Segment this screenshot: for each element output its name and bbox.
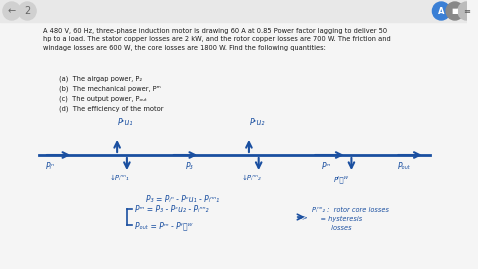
Circle shape bbox=[433, 2, 450, 20]
Text: Pᵐ: Pᵐ bbox=[322, 162, 332, 171]
Text: Pᵢⁿ: Pᵢⁿ bbox=[46, 162, 55, 171]
Text: P₃ = Pᵢⁿ - Pᶜu₁ - Pᵢⁿⁿ₁: P₃ = Pᵢⁿ - Pᶜu₁ - Pᵢⁿⁿ₁ bbox=[146, 195, 219, 204]
Text: Pᵢⁿⁿ₂ :  rotor core losses: Pᵢⁿⁿ₂ : rotor core losses bbox=[312, 207, 390, 213]
Text: Pₒᵤₜ: Pₒᵤₜ bbox=[398, 162, 412, 171]
Text: ←: ← bbox=[8, 6, 16, 16]
Text: Pᶜu₂: Pᶜu₂ bbox=[250, 118, 265, 127]
Text: ↓Pᵢⁿⁿ₁: ↓Pᵢⁿⁿ₁ bbox=[109, 175, 129, 181]
Text: A: A bbox=[438, 7, 445, 16]
Text: (b)  The mechanical power, Pᵐ: (b) The mechanical power, Pᵐ bbox=[59, 85, 160, 91]
Text: P₃: P₃ bbox=[185, 162, 193, 171]
Text: Pᶜu₁: Pᶜu₁ bbox=[118, 118, 133, 127]
Circle shape bbox=[458, 2, 476, 20]
Circle shape bbox=[446, 2, 464, 20]
Text: =>: => bbox=[296, 214, 307, 220]
Text: ≡: ≡ bbox=[463, 7, 470, 16]
Text: 2: 2 bbox=[24, 6, 31, 16]
Text: (c)  The output power, Pₒᵤₜ: (c) The output power, Pₒᵤₜ bbox=[59, 95, 146, 101]
Text: ↓Pᵢⁿⁿ₂: ↓Pᵢⁿⁿ₂ bbox=[241, 175, 261, 181]
Text: Pₒᵤₜ = Pᵐ - Pᶠᵯᵂ: Pₒᵤₜ = Pᵐ - Pᶠᵯᵂ bbox=[135, 221, 192, 230]
Text: losses: losses bbox=[312, 225, 352, 231]
Circle shape bbox=[19, 2, 36, 20]
Text: (a)  The airgap power, P₂: (a) The airgap power, P₂ bbox=[59, 75, 141, 82]
Text: Pᵐ = P₃ - Pᶜu₂ - Pᵢⁿⁿ₂: Pᵐ = P₃ - Pᶜu₂ - Pᵢⁿⁿ₂ bbox=[135, 205, 208, 214]
Text: Pᶠᵯᵂ: Pᶠᵯᵂ bbox=[334, 175, 349, 183]
Text: (d)  The efficiency of the motor: (d) The efficiency of the motor bbox=[59, 105, 163, 111]
Bar bbox=[0, 0, 467, 22]
Text: ■: ■ bbox=[452, 9, 458, 15]
Text: = hysteresis: = hysteresis bbox=[312, 216, 363, 222]
Text: A 480 V, 60 Hz, three-phase induction motor is drawing 60 A at 0.85 Power factor: A 480 V, 60 Hz, three-phase induction mo… bbox=[43, 28, 391, 51]
Circle shape bbox=[3, 2, 21, 20]
